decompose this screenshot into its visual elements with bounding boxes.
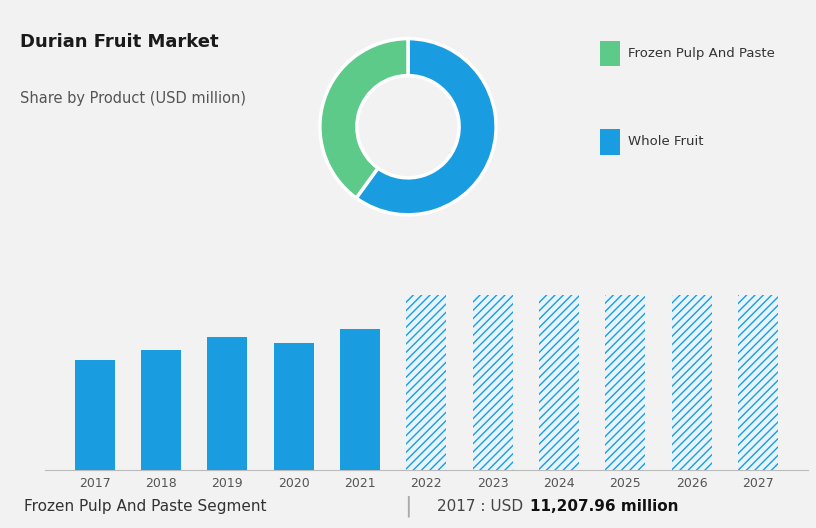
Bar [605, 295, 645, 470]
Bar [539, 295, 579, 470]
Text: Share by Product (USD million): Share by Product (USD million) [20, 91, 246, 106]
Text: Durian Fruit Market: Durian Fruit Market [20, 33, 219, 51]
Bar [274, 343, 313, 470]
Bar [472, 295, 512, 470]
Bar [75, 360, 114, 470]
Bar [207, 337, 247, 470]
Wedge shape [357, 39, 496, 215]
Bar [738, 295, 778, 470]
Bar [141, 350, 181, 470]
Text: 2017 : USD: 2017 : USD [437, 499, 528, 514]
Bar [340, 329, 380, 470]
Text: |: | [404, 496, 412, 517]
Bar [672, 295, 712, 470]
Text: Whole Fruit: Whole Fruit [628, 135, 704, 148]
Wedge shape [320, 39, 408, 198]
Text: 11,207.96 million: 11,207.96 million [530, 499, 679, 514]
Bar [406, 295, 446, 470]
FancyBboxPatch shape [600, 41, 620, 66]
FancyBboxPatch shape [600, 129, 620, 155]
Text: Frozen Pulp And Paste Segment: Frozen Pulp And Paste Segment [24, 499, 267, 514]
Text: Frozen Pulp And Paste: Frozen Pulp And Paste [628, 46, 775, 60]
